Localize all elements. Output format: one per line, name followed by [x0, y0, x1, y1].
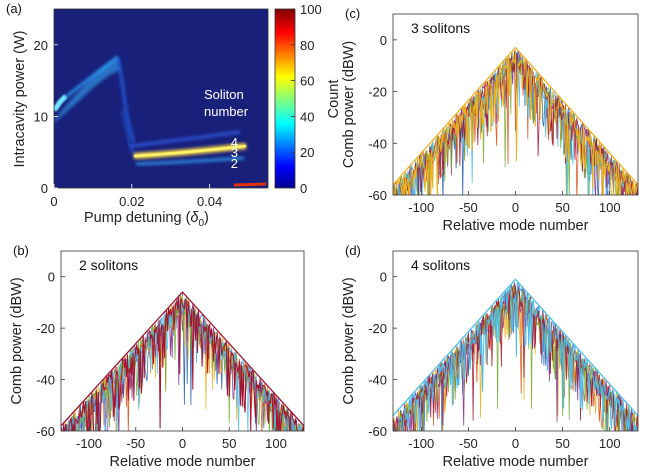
heatmap-traces: [54, 55, 267, 187]
soliton-annotation-line2: number: [204, 104, 249, 119]
y-tick-label: 0: [380, 270, 387, 285]
x-axis-label-symbol: δ: [190, 210, 199, 226]
spectrum-envelope: [61, 291, 304, 427]
heatmap-ramp-upper: [65, 55, 119, 99]
panel-c-label: (c): [345, 6, 360, 21]
x-axis-label-end: ): [204, 210, 209, 226]
heatmap-y-ticks: 0 10 20: [34, 38, 58, 196]
heatmap-x-tick-label: 0.04: [197, 194, 222, 209]
colorbar-tick-label: 60: [300, 74, 314, 89]
colorbar-tick-label: 0: [300, 181, 307, 196]
x-tick-label: 0: [179, 436, 186, 451]
heatmap-y-tick-label: 0: [41, 181, 48, 196]
y-axis-label: Comb power (dBW): [9, 277, 25, 404]
branch-label-2: 2: [231, 156, 238, 171]
heatmap-branch-2: [135, 156, 245, 166]
y-tick-label: -40: [368, 136, 387, 151]
x-tick-label: 50: [555, 436, 569, 451]
colorbar-label: Count: [326, 80, 342, 119]
x-tick-label: -100: [408, 436, 434, 451]
spectrum-traces: [393, 278, 638, 431]
y-tick-label: -20: [36, 321, 55, 336]
y-tick-label: -60: [368, 424, 387, 439]
heatmap-x-tick-label: 0.02: [119, 194, 144, 209]
x-axis-label: Relative mode number: [443, 454, 589, 470]
heatmap-x-ticks: 0 0.02 0.04: [50, 184, 222, 209]
colorbar-tick-label: 40: [300, 109, 314, 124]
x-tick-label: -50: [126, 436, 145, 451]
heatmap-plot: [53, 8, 269, 189]
panel-c: (c) 0 -20 -40 -60 -100 -50 0 50 100 Comb power (dB…: [341, 6, 639, 234]
heatmap-branch-1: [233, 182, 267, 187]
x-tick-label: -100: [408, 200, 434, 215]
branch-label-3: 3: [231, 145, 238, 160]
x-axis-label: Relative mode number: [110, 454, 256, 470]
x-tick-label: 100: [599, 436, 621, 451]
spectrum-series: [393, 51, 638, 195]
y-tick-label: -20: [368, 85, 387, 100]
x-tick-label: -50: [459, 200, 478, 215]
colorbar-tick-label: 20: [300, 145, 314, 160]
heatmap-x-axis-label: Pump detuning (δ0): [84, 210, 209, 229]
soliton-count-label: 2 solitons: [79, 257, 138, 273]
spectrum-frame: [392, 250, 639, 432]
heatmap-y-tick-label: 10: [34, 109, 48, 124]
colorbar-ticks: 0 20 40 60 80 100: [291, 2, 322, 196]
panel-b-label: (b): [13, 243, 29, 258]
panel-d: (d) 0 -20 -40 -60 -100 -50 0 50 100 Comb power (dB…: [341, 243, 639, 470]
heatmap-drop: [116, 57, 136, 143]
y-tick-label: -60: [368, 188, 387, 203]
colorbar-tick-label: 100: [300, 2, 322, 17]
heatmap-y-tick-label: 20: [34, 38, 48, 53]
heatmap-ramp-band: [54, 58, 120, 123]
y-tick-label: 0: [380, 33, 387, 48]
heatmap-y-axis-label: Intracavity power (W): [12, 31, 28, 168]
spectrum-series: [61, 296, 304, 431]
x-axis-label: Relative mode number: [443, 218, 589, 234]
spectrum-series: [393, 282, 638, 431]
soliton-count-label: 4 solitons: [411, 257, 470, 273]
heatmap-ramp-core: [54, 94, 68, 112]
branch-label-4: 4: [231, 135, 238, 150]
soliton-count-label: 3 solitons: [411, 20, 470, 36]
x-tick-label: 50: [555, 200, 569, 215]
spectrum-traces: [393, 46, 638, 195]
heatmap-branch-3: [133, 144, 247, 158]
spectrum-series: [393, 284, 638, 431]
y-tick-label: -20: [368, 321, 387, 336]
spectrum-envelope: [393, 278, 638, 417]
x-tick-label: 100: [265, 436, 287, 451]
panel-d-label: (d): [345, 243, 361, 258]
spectrum-envelope: [393, 46, 638, 186]
y-tick-label: -60: [36, 424, 55, 439]
x-tick-label: -50: [459, 436, 478, 451]
x-axis-label-subscript: 0: [198, 218, 204, 229]
y-tick-label: -40: [368, 373, 387, 388]
x-tick-label: 50: [222, 436, 236, 451]
colorbar: [274, 8, 296, 189]
y-tick-label: -40: [36, 373, 55, 388]
heatmap-frame: [53, 8, 269, 189]
x-axis-label-main: Pump detuning (: [84, 210, 191, 226]
x-tick-label: 0: [512, 436, 519, 451]
spectrum-traces: [61, 291, 304, 431]
panel-a: (a) Solit: [6, 1, 342, 229]
x-tick-label: -100: [76, 436, 102, 451]
panel-a-label: (a): [6, 1, 22, 16]
panel-b: (b) 0 -20 -40 -60 -100 -50 0 50 100 Comb power (dB…: [9, 243, 305, 470]
x-tick-label: 100: [599, 200, 621, 215]
y-tick-label: 0: [48, 270, 55, 285]
x-tick-label: 0: [512, 200, 519, 215]
y-axis-label: Comb power (dBW): [341, 277, 357, 404]
heatmap-branch-4: [129, 130, 241, 148]
soliton-annotation-line1: Soliton: [204, 87, 244, 102]
heatmap-x-tick-label: 0: [50, 194, 57, 209]
colorbar-tick-label: 80: [300, 38, 314, 53]
y-axis-label: Comb power (dBW): [341, 41, 357, 168]
